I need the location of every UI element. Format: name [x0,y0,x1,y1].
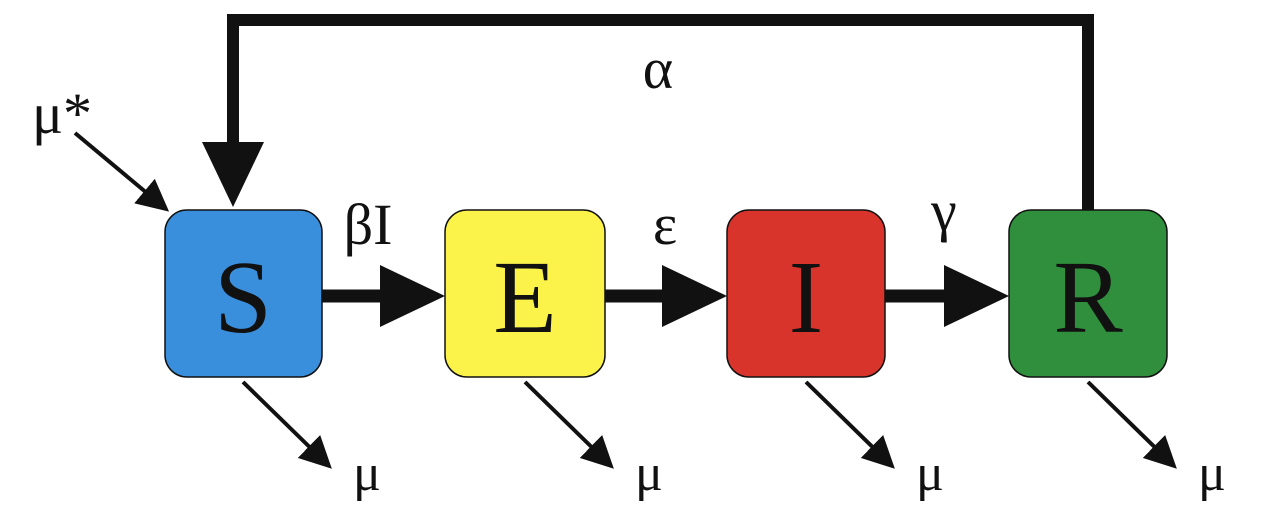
death-arrow-r [1086,380,1177,469]
loss-of-immunity-rate: α [643,36,673,101]
birth-rate: μ* [32,81,92,146]
death-arrow-e [523,380,614,469]
compartment-r: R [1008,209,1168,378]
death-arrow-i [804,380,895,469]
death-arrow-s [241,380,332,469]
compartment-i: I [726,209,886,378]
birth-arrow [73,131,170,212]
death-rate-e: μ [635,445,663,502]
compartment-r-box [1008,209,1168,378]
compartment-e: E [444,209,606,378]
compartment-i-label: I [789,240,824,355]
death-rate-s: μ [353,445,381,502]
compartment-s-label: S [214,240,272,355]
incubation-rate: ε [653,192,677,257]
death-rate-i: μ [916,445,944,502]
infection-rate: βI [344,192,393,257]
compartment-r-label: R [1053,240,1123,355]
compartment-e-label: E [493,240,557,355]
compartment-s: S [164,209,323,378]
recovery-rate: γ [930,178,957,243]
s-to-e-arrow [322,265,445,327]
i-to-r-arrow [885,265,1009,327]
e-to-i-arrow [605,265,727,327]
feedback-loop-arrow [202,14,1094,215]
death-rate-r: μ [1198,445,1226,502]
